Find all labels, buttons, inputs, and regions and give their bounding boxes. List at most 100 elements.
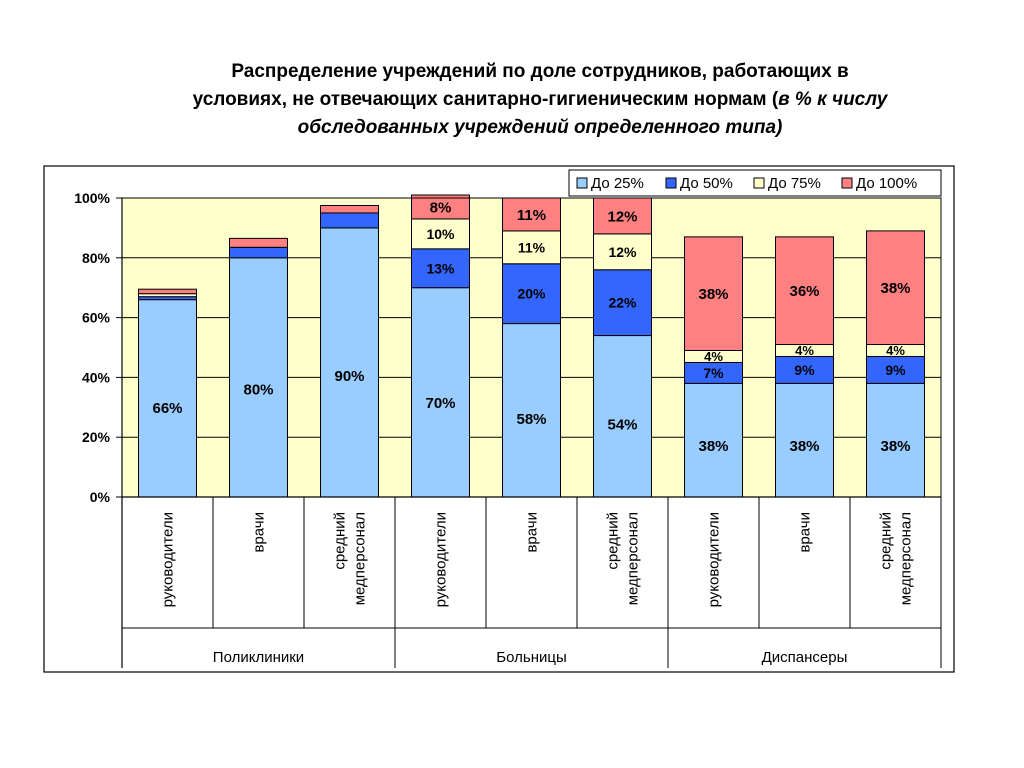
x-tick-label: средний медперсонал [332, 512, 369, 605]
bar-segment [866, 230, 925, 346]
bar-segment [593, 335, 652, 498]
data-labels: 66% 80% 90% 70% 13% 10% 8% 58% 20% 11% 11% 54% 22% 12… [152, 199, 910, 455]
x-tick-label: врачи [251, 512, 268, 553]
data-label: 38% [698, 286, 728, 303]
bar-segment [684, 236, 743, 351]
y-tick-label: 0% [90, 489, 111, 505]
y-tick-label: 20% [82, 429, 111, 445]
data-label: 54% [607, 416, 637, 433]
x-tick-label-line: руководители [433, 512, 450, 607]
bar-segment [502, 197, 561, 232]
data-label: 80% [243, 381, 273, 398]
data-label: 11% [518, 239, 546, 255]
bar-segment [593, 233, 652, 271]
bar-segment [411, 248, 470, 289]
legend-entry[interactable]: До 100% [856, 175, 917, 192]
data-label: 66% [152, 400, 182, 417]
bar-segment [229, 257, 288, 498]
data-label: 8% [430, 199, 452, 216]
x-tick-label: средний медперсонал [605, 512, 642, 605]
data-label: 36% [789, 283, 819, 300]
bar-segment [684, 382, 743, 498]
x-tick-label: средний медперсонал [878, 512, 915, 605]
group-label: Поликлиники [213, 649, 304, 666]
bar-segment [775, 382, 834, 498]
x-tick-label-line: средний [332, 512, 349, 570]
x-tick-label: руководители [433, 512, 450, 607]
bar-segment [866, 382, 925, 498]
x-tick-label: врачи [797, 512, 814, 553]
bar-segment [866, 355, 925, 384]
x-tick-label: врачи [524, 512, 541, 553]
x-tick-label-line: руководители [706, 512, 723, 607]
data-label: 13% [426, 260, 455, 276]
title-line-2: условиях, не отвечающих санитарно-гигиен… [60, 86, 1020, 114]
data-label: 11% [517, 207, 546, 224]
bar-segment [593, 269, 652, 337]
x-tick-label-line: медперсонал [898, 512, 915, 605]
y-tick-label: 80% [82, 250, 111, 266]
data-label: 12% [607, 208, 637, 225]
x-tick-label-line: средний [605, 512, 622, 570]
bar-segment [138, 288, 197, 295]
data-label: 58% [516, 411, 546, 428]
title-line-2-normal: условиях, не отвечающих санитарно-гигиен… [192, 89, 779, 110]
bars [138, 194, 925, 498]
bar-segment [229, 246, 288, 259]
chart-title: Распределение учреждений по доле сотрудн… [60, 58, 1020, 142]
bar-segment [320, 212, 379, 229]
bar-segment [593, 197, 652, 235]
data-label: 38% [698, 438, 728, 455]
data-label: 20% [517, 286, 546, 302]
x-tick-label: руководители [706, 512, 723, 607]
y-tick-label: 100% [74, 190, 110, 206]
data-label: 38% [880, 280, 910, 297]
data-label: 4% [795, 343, 814, 358]
data-label: 22% [608, 295, 637, 311]
x-tick-label-line: врачи [524, 512, 541, 553]
bar-segment [502, 323, 561, 498]
legend-entry[interactable]: До 25% [591, 175, 644, 192]
x-tick-label-line: средний [878, 512, 895, 570]
bar-segment [138, 299, 197, 498]
bar-segment [502, 230, 561, 265]
axes: 0% 20% 40% 60% 80% 100% руководители врачи средн… [74, 190, 942, 668]
data-label: 12% [608, 244, 637, 260]
bar-segment [229, 237, 288, 248]
data-label: 4% [704, 349, 723, 364]
bar-segment [320, 227, 379, 498]
legend-entry[interactable]: До 50% [680, 175, 733, 192]
title-line-3: обследованных учреждений определенного т… [60, 114, 1020, 142]
bar-segment [411, 287, 470, 498]
y-tick-label: 40% [82, 369, 111, 385]
data-label: 7% [703, 365, 724, 381]
data-label: 70% [425, 395, 455, 412]
data-label: 9% [885, 362, 906, 378]
legend-swatch [841, 177, 853, 189]
legend[interactable]: До 25% До 50% До 75% До 100% [568, 169, 942, 197]
bar-segment [775, 355, 834, 384]
data-label: 4% [886, 343, 905, 358]
bar-segment [775, 236, 834, 346]
data-label: 38% [789, 438, 819, 455]
x-tick-label-line: медперсонал [625, 512, 642, 605]
group-label: Диспансеры [762, 649, 848, 666]
bar-segment [411, 194, 470, 220]
legend-entry[interactable]: До 75% [768, 175, 821, 192]
legend-swatch [576, 177, 588, 189]
title-line-1: Распределение учреждений по доле сотрудн… [231, 61, 849, 82]
data-label: 90% [334, 368, 364, 385]
x-tick-label-line: врачи [251, 512, 268, 553]
x-tick-label-line: руководители [160, 512, 177, 607]
x-tick-label-line: врачи [797, 512, 814, 553]
title-line-2-italic: в % к числу [778, 89, 888, 110]
bar-segment [502, 263, 561, 325]
legend-swatch [665, 177, 677, 189]
x-tick-label-line: медперсонал [352, 512, 369, 605]
data-label: 9% [794, 362, 815, 378]
x-tick-label: руководители [160, 512, 177, 607]
data-label: 38% [880, 438, 910, 455]
data-label: 10% [426, 226, 455, 242]
legend-swatch [753, 177, 765, 189]
